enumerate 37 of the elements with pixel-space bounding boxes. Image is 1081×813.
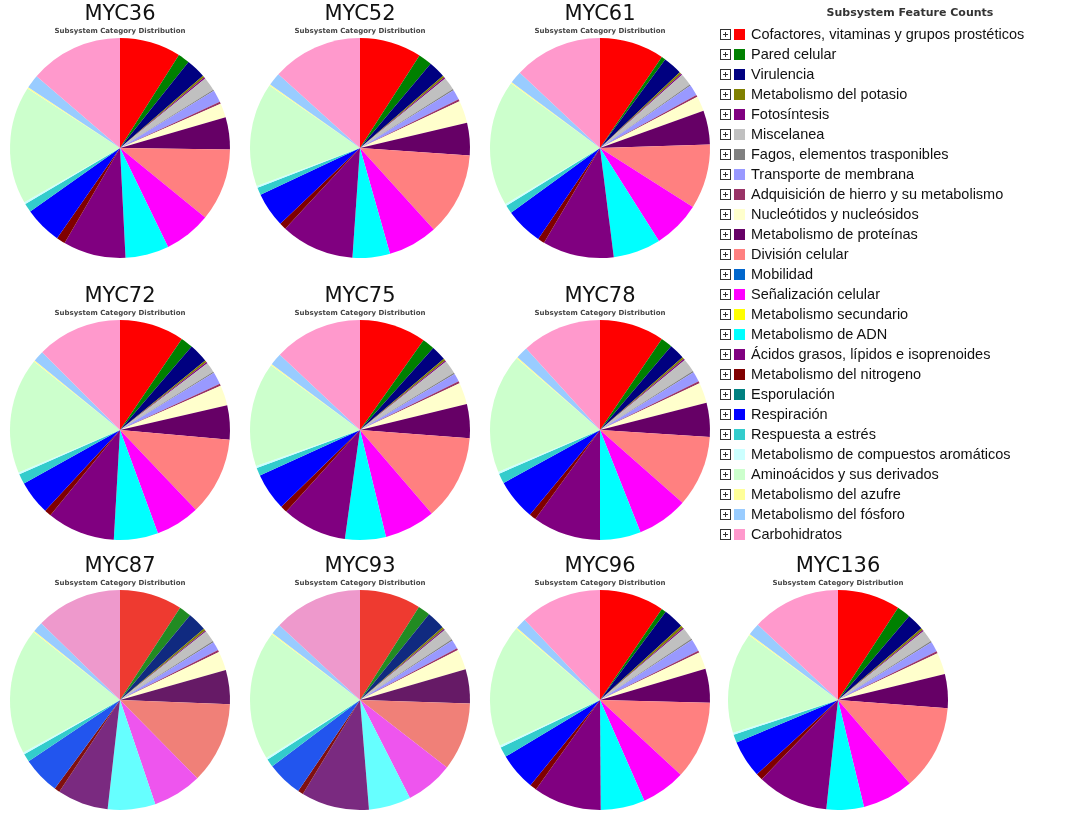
legend-label: Fotosíntesis: [751, 106, 830, 122]
legend-label: División celular: [751, 246, 849, 262]
legend-label: Carbohidratos: [751, 526, 843, 542]
chart-title: MYC52: [323, 0, 397, 26]
legend-label: Metabolismo secundario: [751, 306, 909, 322]
legend-label: Miscelanea: [751, 126, 825, 142]
legend-label: Mobilidad: [751, 266, 814, 282]
chart-title: MYC136: [794, 552, 882, 578]
legend-label: Metabolismo de compuestos aromáticos: [751, 446, 1011, 462]
chart-title: MYC75: [323, 282, 397, 308]
legend-label: Esporulación: [751, 386, 835, 402]
chart-title: MYC36: [83, 0, 157, 26]
legend-label: Metabolismo del nitrogeno: [751, 366, 922, 382]
legend-title: Subsystem Feature Counts: [825, 5, 995, 21]
legend-label: Transporte de membrana: [751, 166, 915, 182]
legend-label: Pared celular: [751, 46, 837, 62]
chart-title: MYC96: [563, 552, 637, 578]
legend-label: Metabolismo de ADN: [751, 326, 888, 342]
legend-label: Metabolismo del fósforo: [751, 506, 905, 522]
chart-title: MYC78: [563, 282, 637, 308]
legend-label: Fagos, elementos trasponibles: [751, 146, 949, 162]
chart-title: MYC72: [83, 282, 157, 308]
legend-label: Cofactores, vitaminas y grupos prostéticos: [751, 26, 1025, 42]
legend-label: Ácidos grasos, lípidos e isoprenoides: [751, 346, 991, 362]
legend-label: Nucleótidos y nucleósidos: [751, 206, 919, 222]
chart-title: MYC93: [323, 552, 397, 578]
legend-label: Virulencia: [751, 66, 815, 82]
legend-label: Respiración: [751, 406, 828, 422]
legend-label: Aminoácidos y sus derivados: [751, 466, 939, 482]
legend-label: Metabolismo del potasio: [751, 86, 908, 102]
chart-title: MYC87: [83, 552, 157, 578]
legend-label: Respuesta a estrés: [751, 426, 876, 442]
legend-label: Metabolismo del azufre: [751, 486, 901, 502]
chart-title: MYC61: [563, 0, 637, 26]
legend-label: Señalización celular: [751, 286, 880, 302]
legend-label: Adquisición de hierro y su metabolismo: [751, 186, 1004, 202]
legend-label: Metabolismo de proteínas: [751, 226, 918, 242]
